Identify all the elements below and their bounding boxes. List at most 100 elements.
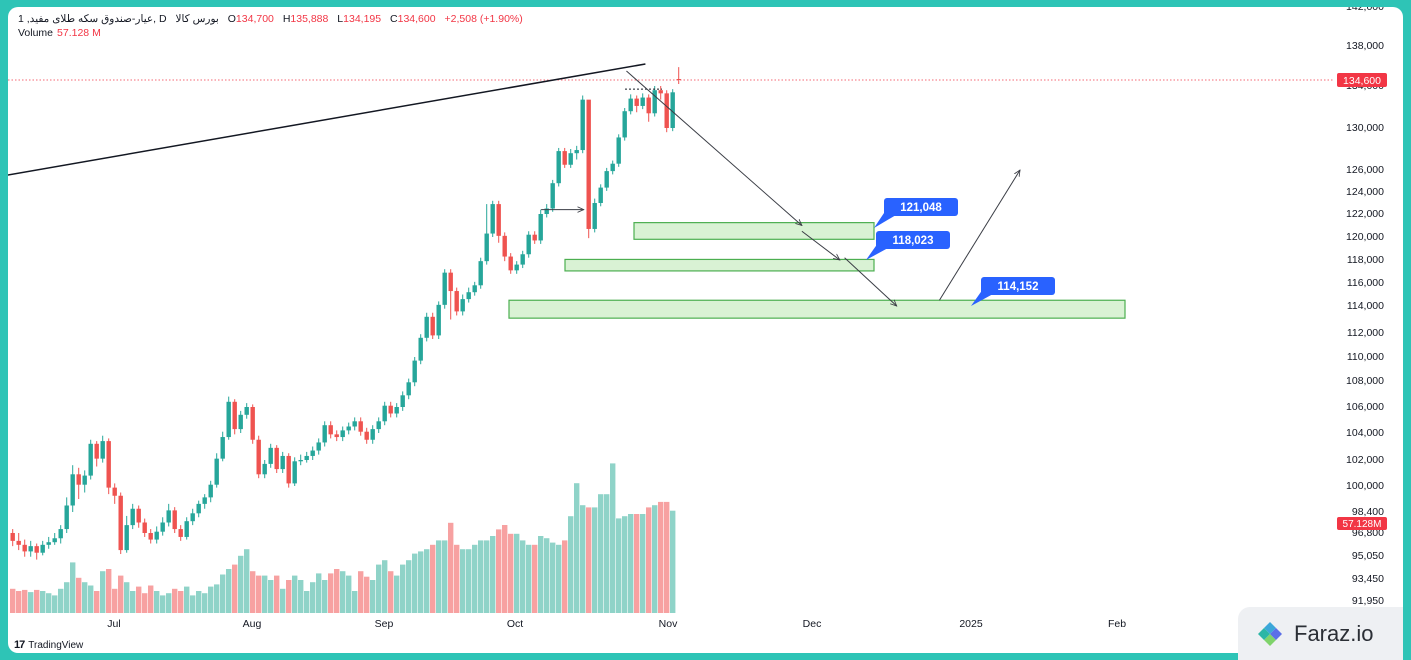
candle-body [652,90,657,114]
candle-body [202,497,207,504]
candle-body [460,299,465,312]
time-tick-label: Aug [243,618,262,630]
candle-body [286,455,291,484]
candle-body [412,360,417,383]
volume-bar [622,516,628,613]
faraz-logo-icon [1258,621,1282,646]
candle-body [238,414,243,430]
candle-body [592,203,597,229]
candle-body [376,421,381,430]
legend-row-volume: Volume 57.128 M [18,26,523,40]
volume-bar [268,580,274,613]
zone-label-box [884,198,958,216]
time-tick-label: Feb [1108,618,1126,630]
volume-bar [574,483,580,613]
candle-body [280,455,285,470]
legend-c-label: C [390,13,398,25]
volume-bar [136,586,142,613]
volume-bar [634,514,640,613]
legend: عیار-صندوق سکه طلای مفید, 1, D بورس کالا… [18,12,523,40]
legend-symbol[interactable]: عیار-صندوق سکه طلای مفید, 1 [18,13,154,25]
zone-label-box [876,231,950,249]
zone-label-text: 121,048 [900,202,942,214]
price-tick-label: 106,000 [1346,401,1384,413]
volume-bar [382,560,388,613]
candle-body [172,510,177,530]
candle-body [562,151,567,165]
candle-body [526,234,531,255]
candle-body [310,450,315,456]
projection-arrow [844,257,897,306]
volume-bar [388,571,394,613]
time-axis: Jul Aug Sep Oct Nov Dec 2025 Feb [107,618,1126,630]
zone-label-box [981,277,1055,295]
volume-bar [334,569,340,613]
volume-bar [454,544,460,613]
volume-bar [262,575,268,613]
price-tick-label: 126,000 [1346,164,1384,176]
volume-bar [70,562,76,613]
candle-body [352,421,357,427]
candle-body [418,337,423,361]
price-tick-label: 122,000 [1346,208,1384,220]
legend-volume-label[interactable]: Volume [18,27,54,39]
trend-line [8,63,646,176]
volume-bar [496,529,502,613]
volume-bar [346,575,352,613]
volume-bar [580,505,586,613]
candle-body [160,522,165,532]
candle-body [388,405,393,414]
volume-bar [94,591,100,613]
volume-bar [562,540,568,613]
price-tick-label: 120,000 [1346,231,1384,243]
volume-bar [640,514,646,613]
volume-bar [244,549,250,613]
volume-bar [82,582,88,613]
candle-body [568,153,573,165]
candle-body [316,442,321,451]
candle-body [442,272,447,305]
candle-body [382,405,387,422]
volume-bar [106,569,112,613]
candle-body [670,92,675,128]
candle-body [214,458,219,485]
volume-bar [214,584,220,613]
candle-body [502,235,507,257]
candle-body [610,163,615,172]
volume-bar [628,514,634,613]
price-tick-label: 98,400 [1352,506,1384,518]
legend-high: 135,888 [290,13,329,25]
volume-bar [232,564,238,613]
volume-bar [526,544,532,613]
tradingview-attribution[interactable]: 17 TradingView [14,639,83,651]
volume-bar [112,588,118,613]
volume-bar [58,588,64,613]
zone-price-label: 114,152 [971,277,1055,306]
volume-bar [448,522,454,613]
volume-bar [274,575,280,613]
volume-series [10,463,676,613]
price-tick-label: 138,000 [1346,40,1384,52]
volume-bar [406,560,412,613]
volume-bar [178,591,184,613]
candle-body [646,97,651,114]
candle-body [616,137,621,164]
volume-bar [352,591,358,613]
candle-body [208,484,213,498]
candle-body [64,505,69,530]
candle-body [580,99,585,151]
volume-bar [412,553,418,613]
volume-bar [310,582,316,613]
last-price-tag-box [1337,73,1387,87]
volume-bar [592,507,598,613]
candle-body [178,529,183,537]
price-tick-label: 108,000 [1346,375,1384,387]
legend-row-ohlc: عیار-صندوق سکه طلای مفید, 1, D بورس کالا… [18,13,523,25]
price-chart[interactable]: 142,000138,000134,000130,000126,000124,0… [8,7,1403,653]
candle-body [10,533,15,541]
candle-body [574,150,579,154]
price-tick-label: 100,000 [1346,480,1384,492]
candle-body [292,461,297,484]
candle-body [436,304,441,336]
volume-bar [418,551,424,613]
